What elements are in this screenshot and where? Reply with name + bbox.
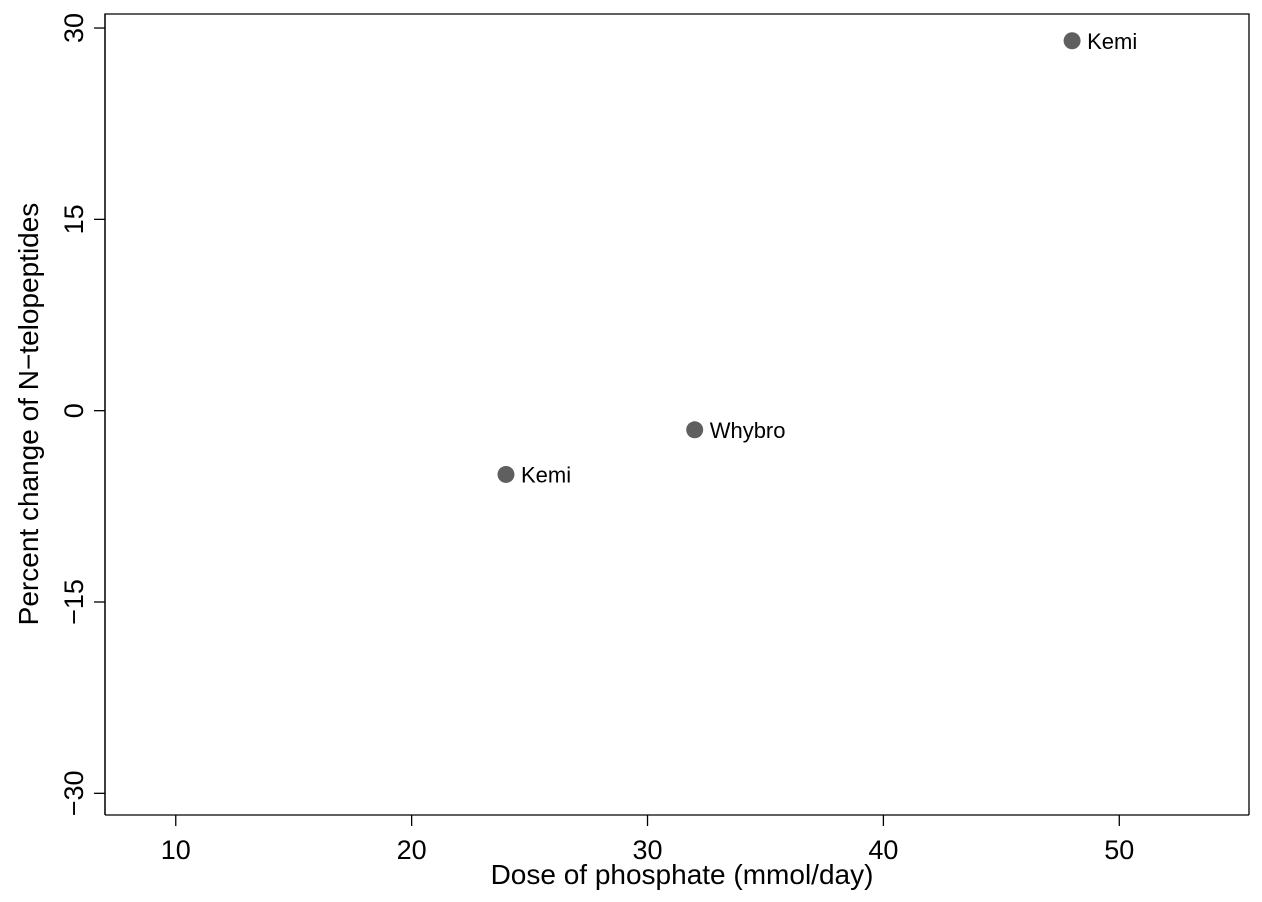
data-point-label: Kemi: [1087, 29, 1137, 54]
data-point: [686, 421, 704, 439]
data-points: Kemi Whybro Kemi: [497, 29, 1137, 487]
y-tick-label: 30: [59, 13, 89, 43]
x-tick-label: 50: [1104, 835, 1134, 865]
y-tick-label: 15: [59, 204, 89, 234]
data-point: [1063, 32, 1081, 50]
x-tick-label: 20: [397, 835, 427, 865]
y-tick-label: −15: [59, 579, 89, 625]
data-point-label: Whybro: [710, 418, 786, 443]
x-axis-title: Dose of phosphate (mmol/day): [491, 859, 874, 890]
y-axis-ticks: −30 −15 0 15 30: [59, 13, 105, 816]
x-axis-ticks: 10 20 30 40 50: [161, 815, 1134, 865]
x-tick-label: 10: [161, 835, 191, 865]
y-axis-title: Percent change of N−telopeptides: [13, 203, 44, 626]
data-point: [497, 465, 515, 483]
x-tick-label: 40: [868, 835, 898, 865]
x-tick-label: 30: [632, 835, 662, 865]
y-tick-label: 0: [59, 403, 89, 418]
data-point-label: Kemi: [521, 462, 571, 487]
plot-frame: [104, 13, 1250, 815]
y-tick-label: −30: [59, 770, 89, 816]
